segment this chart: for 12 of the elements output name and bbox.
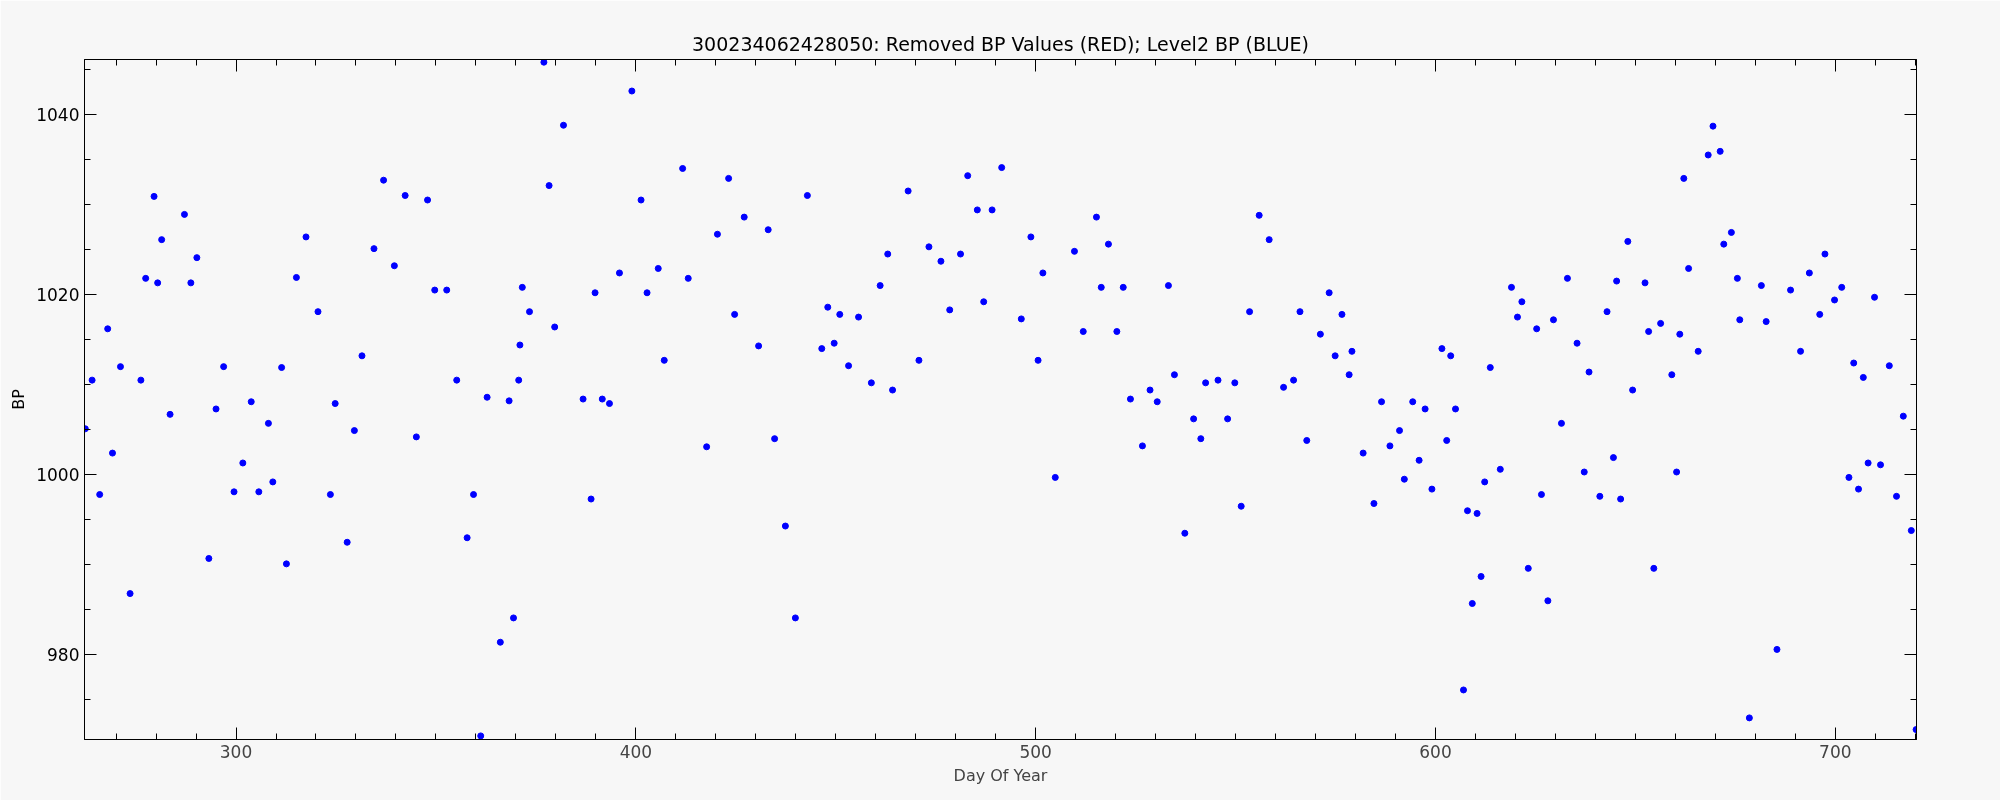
x-tick-label: 400 bbox=[619, 741, 653, 762]
x-axis-title: Day Of Year bbox=[953, 765, 1048, 785]
x-tick-label: 600 bbox=[1419, 741, 1452, 762]
y-axis-title: BP bbox=[9, 388, 29, 410]
x-tick-label: 300 bbox=[219, 741, 253, 762]
y-tick-label: 1040 bbox=[36, 104, 80, 125]
y-tick-label: 980 bbox=[47, 645, 80, 666]
y-tick-label: 1020 bbox=[36, 285, 80, 306]
x-tick-label: 500 bbox=[1019, 741, 1052, 762]
chart-title: 300234062428050: Removed BP Values (RED); Level2 BP (BLUE) bbox=[692, 32, 1309, 55]
x-tick-label: 700 bbox=[1819, 741, 1852, 762]
y-tick-label: 1000 bbox=[36, 465, 80, 486]
